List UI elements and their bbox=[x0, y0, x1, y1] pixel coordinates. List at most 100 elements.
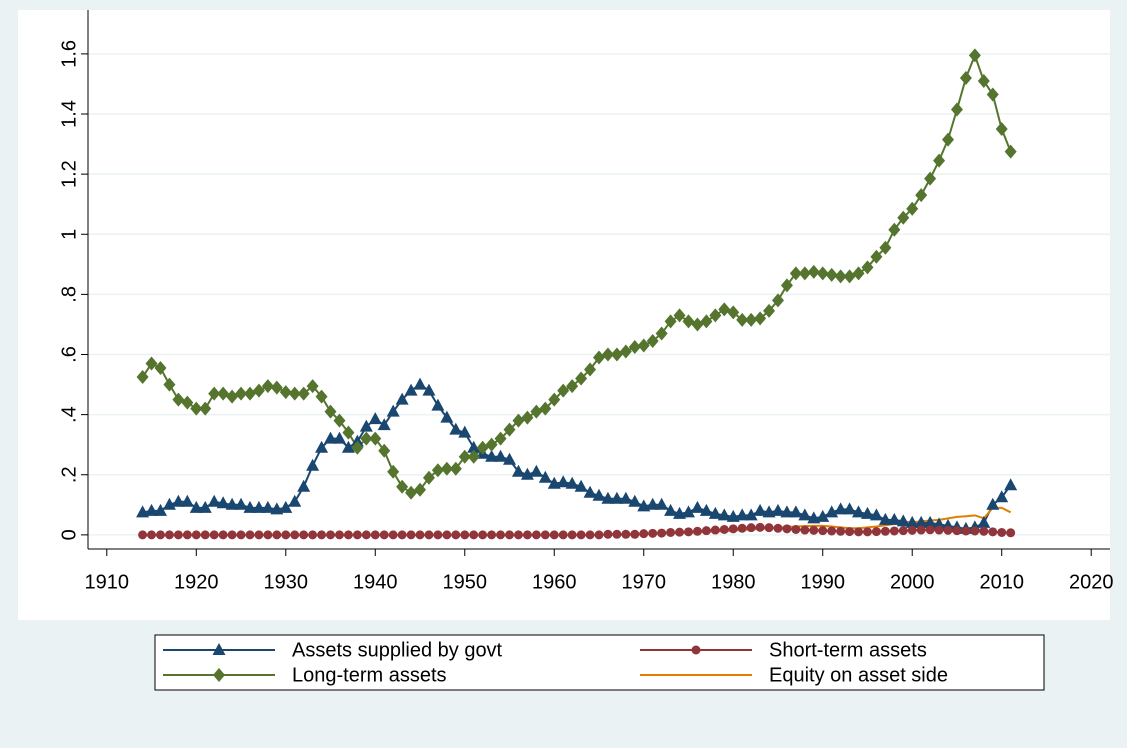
marker bbox=[621, 529, 631, 539]
marker bbox=[467, 440, 481, 453]
marker bbox=[887, 512, 901, 525]
marker bbox=[414, 482, 427, 497]
marker bbox=[771, 293, 784, 308]
marker bbox=[610, 347, 623, 362]
marker bbox=[252, 383, 265, 398]
marker bbox=[968, 48, 981, 63]
marker bbox=[584, 362, 597, 377]
marker bbox=[270, 380, 283, 395]
marker bbox=[1004, 478, 1018, 491]
marker bbox=[905, 515, 919, 528]
marker bbox=[764, 523, 774, 533]
marker bbox=[986, 87, 999, 102]
marker bbox=[603, 529, 613, 539]
marker bbox=[530, 404, 543, 419]
marker bbox=[467, 449, 480, 464]
marker bbox=[852, 266, 865, 281]
marker bbox=[818, 526, 828, 536]
marker bbox=[952, 526, 962, 536]
legend: Assets supplied by govt Short-term assets… bbox=[154, 634, 1045, 691]
marker bbox=[136, 505, 150, 518]
y-tick-label: .4 bbox=[58, 406, 80, 423]
legend-label: Short-term assets bbox=[769, 639, 927, 661]
marker bbox=[861, 260, 874, 275]
marker bbox=[227, 530, 237, 540]
marker bbox=[825, 267, 838, 282]
marker bbox=[594, 530, 604, 540]
marker bbox=[737, 523, 747, 533]
y-tick-label: 1.6 bbox=[58, 40, 80, 68]
marker bbox=[639, 529, 649, 539]
marker bbox=[907, 525, 917, 535]
marker bbox=[370, 530, 380, 540]
marker bbox=[469, 530, 479, 540]
y-tick-label: 1.2 bbox=[58, 160, 80, 188]
marker bbox=[147, 530, 157, 540]
marker bbox=[503, 452, 517, 465]
marker bbox=[387, 464, 400, 479]
marker bbox=[566, 379, 579, 394]
y-tick-label: 1 bbox=[58, 229, 80, 240]
marker bbox=[361, 530, 371, 540]
marker bbox=[834, 502, 848, 515]
marker bbox=[673, 308, 686, 323]
marker bbox=[377, 418, 391, 431]
marker bbox=[324, 431, 338, 444]
marker bbox=[870, 249, 883, 264]
marker bbox=[485, 437, 498, 452]
y-tick-label: .6 bbox=[58, 346, 80, 363]
marker bbox=[306, 458, 320, 471]
marker bbox=[359, 419, 373, 432]
marker bbox=[798, 508, 812, 521]
marker bbox=[601, 491, 615, 504]
marker bbox=[869, 508, 883, 521]
marker bbox=[234, 497, 248, 510]
marker bbox=[460, 530, 470, 540]
marker bbox=[923, 515, 937, 528]
x-tick-label: 1920 bbox=[174, 571, 219, 593]
marker bbox=[153, 503, 167, 516]
marker bbox=[351, 440, 364, 455]
marker bbox=[200, 530, 210, 540]
legend-marker bbox=[212, 643, 226, 655]
marker bbox=[896, 514, 910, 527]
marker bbox=[154, 361, 167, 376]
marker bbox=[334, 530, 344, 540]
marker bbox=[583, 485, 597, 498]
marker bbox=[424, 530, 434, 540]
legend-label: Equity on asset side bbox=[769, 664, 948, 686]
marker bbox=[145, 503, 159, 516]
marker bbox=[505, 530, 515, 540]
marker bbox=[592, 488, 606, 501]
marker bbox=[449, 461, 462, 476]
marker bbox=[637, 499, 651, 512]
y-tick-label: 1.4 bbox=[58, 100, 80, 128]
marker bbox=[297, 479, 311, 492]
marker bbox=[977, 515, 991, 528]
marker bbox=[1006, 528, 1016, 538]
marker bbox=[261, 379, 274, 394]
marker bbox=[369, 431, 382, 446]
marker bbox=[226, 389, 239, 404]
marker bbox=[496, 530, 506, 540]
marker bbox=[451, 530, 461, 540]
marker bbox=[681, 505, 695, 518]
marker bbox=[575, 371, 588, 386]
marker bbox=[547, 476, 561, 489]
marker bbox=[619, 344, 632, 359]
marker bbox=[657, 528, 667, 538]
marker bbox=[574, 479, 588, 492]
marker bbox=[485, 449, 499, 462]
marker bbox=[431, 398, 445, 411]
marker bbox=[191, 530, 201, 540]
legend-label: Long-term assets bbox=[292, 664, 447, 686]
marker bbox=[478, 530, 488, 540]
marker bbox=[288, 494, 302, 507]
marker bbox=[379, 530, 389, 540]
marker bbox=[442, 530, 452, 540]
marker bbox=[727, 305, 740, 320]
marker bbox=[619, 491, 633, 504]
x-tick-label: 1970 bbox=[621, 571, 666, 593]
marker bbox=[476, 440, 489, 455]
marker bbox=[415, 530, 425, 540]
